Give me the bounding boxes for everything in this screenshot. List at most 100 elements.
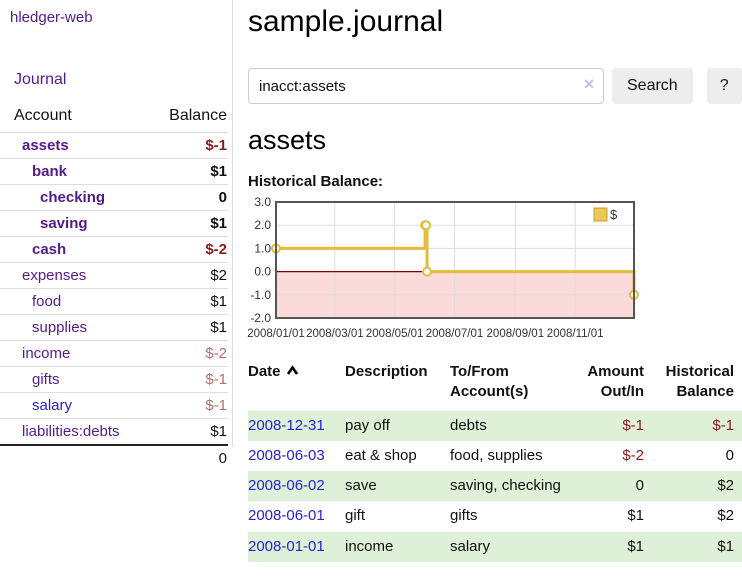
- chart-border: [275, 201, 635, 319]
- brand-link[interactable]: hledger-web: [10, 9, 93, 26]
- register-balance-cell: $1: [717, 537, 734, 555]
- account-link-cash[interactable]: cash: [32, 241, 67, 258]
- chart-data-point: [422, 266, 433, 277]
- account-balance: $1: [152, 158, 228, 185]
- account-heading: assets: [248, 125, 327, 155]
- chart-x-tick-label: 2008/01/01: [247, 328, 305, 340]
- account-link-checking[interactable]: checking: [40, 189, 106, 206]
- register-balance-cell: 0: [725, 446, 734, 464]
- register-header-row: Date Description To/From Account(s) Amou…: [248, 360, 742, 411]
- search-button[interactable]: Search: [612, 68, 693, 104]
- account-balance: $-1: [152, 392, 228, 419]
- account-link-bank[interactable]: bank: [32, 163, 68, 180]
- account-row: supplies $1: [0, 314, 228, 341]
- chart-y-tick-label: 3.0: [254, 196, 271, 209]
- account-link-assets[interactable]: assets: [22, 137, 69, 154]
- account-link-income[interactable]: income: [22, 345, 71, 362]
- register-amount-cell: $1: [627, 537, 644, 555]
- account-row: cash $-2: [0, 236, 228, 263]
- page-title: sample.journal: [248, 5, 444, 38]
- register-accounts-cell: food, supplies: [450, 446, 543, 464]
- help-button[interactable]: ?: [706, 68, 742, 104]
- register-date-link[interactable]: 2008-12-31: [248, 416, 325, 434]
- register-row: 2008-06-02 save saving, checking 0 $2: [248, 471, 742, 502]
- chart-y-tick-label: 0.0: [254, 265, 271, 279]
- chart-x-tick-label: 2008/03/01: [306, 328, 364, 340]
- register-date-link[interactable]: 2008-06-01: [248, 507, 325, 525]
- chart-y-tick-label: 2.0: [254, 218, 271, 232]
- register-date-cell: 2008-12-31: [248, 411, 345, 441]
- account-balance: $1: [152, 418, 228, 445]
- account-balance: $1: [152, 314, 228, 341]
- account-row: expenses $2: [0, 262, 228, 289]
- register-row: 2008-12-31 pay off debts $-1 $-1: [248, 410, 742, 441]
- register-description-cell: pay off: [345, 416, 390, 434]
- register-accounts-cell: gifts: [450, 507, 478, 525]
- chart-y-tick-label: 1.0: [254, 241, 271, 255]
- chart-y-tick-label: -1.0: [250, 288, 271, 302]
- register-date-cell: 2008-06-03: [248, 441, 345, 471]
- account-row: saving $1: [0, 210, 228, 237]
- accounts-total-row: 0: [0, 444, 228, 471]
- legend-swatch: [593, 207, 608, 222]
- legend-label: $: [610, 207, 618, 222]
- clear-search-icon[interactable]: ✕: [583, 76, 595, 92]
- account-row: liabilities:debts $1: [0, 418, 228, 445]
- main-content: sample.journal ✕ Search ? assets Histori…: [247, 0, 742, 562]
- accounts-header-row: Account Balance: [0, 105, 228, 133]
- sidebar-item-journal[interactable]: Journal: [14, 71, 67, 88]
- account-row: assets $-1: [0, 132, 228, 159]
- accounts-table: Account Balance assets $-1 bank $1 checking 0…: [0, 105, 228, 471]
- account-balance: $-2: [152, 236, 228, 263]
- register-row: 2008-06-03 eat & shop food, supplies $-2 0: [248, 441, 742, 471]
- accounts-total-spacer: [0, 444, 153, 471]
- account-row: gifts $-1: [0, 366, 228, 393]
- account-link-saving[interactable]: saving: [40, 215, 88, 232]
- register-table: Date Description To/From Account(s) Amou…: [248, 360, 742, 562]
- chart-x-tick-label: 2008/11/01: [547, 328, 604, 340]
- sort-asc-icon: [286, 365, 298, 375]
- account-link-salary[interactable]: salary: [32, 397, 73, 414]
- account-balance: $-1: [152, 366, 228, 393]
- register-col-date[interactable]: Date: [248, 360, 345, 411]
- register-balance-cell: $2: [717, 507, 734, 525]
- register-date-cell: 2008-06-01: [248, 501, 345, 531]
- accounts-total-balance: 0: [152, 444, 228, 471]
- register-description-cell: save: [345, 477, 377, 494]
- search-input[interactable]: [248, 68, 604, 104]
- account-link-gifts[interactable]: gifts: [32, 371, 60, 388]
- register-row: 2008-06-01 gift gifts $1 $2: [248, 501, 742, 531]
- account-balance: $2: [152, 262, 228, 289]
- chart-x-tick-label: 2008/09/01: [487, 328, 545, 340]
- chart-title: Historical Balance:: [248, 173, 384, 190]
- register-description-cell: gift: [345, 507, 366, 525]
- account-row: checking 0: [0, 184, 228, 211]
- account-row: bank $1: [0, 158, 228, 185]
- register-accounts-cell: saving, checking: [450, 477, 561, 494]
- register-date-link[interactable]: 2008-06-03: [248, 446, 325, 464]
- register-amount-cell: $-2: [622, 446, 644, 464]
- register-col-description: Description: [345, 363, 428, 380]
- chart-x-tick-label: 2008/07/01: [426, 328, 484, 340]
- register-balance-cell: $-1: [712, 416, 734, 434]
- account-link-expenses[interactable]: expenses: [22, 267, 87, 284]
- account-balance: $1: [152, 288, 228, 315]
- chart-data-point: [421, 220, 432, 231]
- register-col-amount: Amount Out/In: [587, 363, 644, 401]
- register-accounts-cell: debts: [450, 416, 487, 434]
- register-description-cell: income: [345, 537, 394, 555]
- register-col-accounts: To/From Account(s): [450, 363, 529, 401]
- chart-y-tick-label: -2.0: [250, 311, 271, 325]
- search-form: ✕ Search ?: [248, 68, 742, 104]
- register-date-cell: 2008-01-01: [248, 532, 345, 562]
- account-row: income $-2: [0, 340, 228, 367]
- account-link-supplies[interactable]: supplies: [32, 319, 88, 336]
- accounts-col-balance: Balance: [169, 107, 227, 124]
- register-date-cell: 2008-06-02: [248, 471, 345, 501]
- historical-balance-chart: $3.0 2.0 1.0 0.0 -1.0 -2.0 2008/01/01 2008/03/0…: [247, 196, 742, 346]
- account-link-food[interactable]: food: [32, 293, 62, 310]
- register-date-link[interactable]: 2008-06-02: [248, 477, 325, 494]
- account-link-liabilities-debts[interactable]: liabilities:debts: [22, 423, 120, 440]
- register-date-link[interactable]: 2008-01-01: [248, 537, 325, 555]
- register-col-date-label: Date: [248, 363, 281, 380]
